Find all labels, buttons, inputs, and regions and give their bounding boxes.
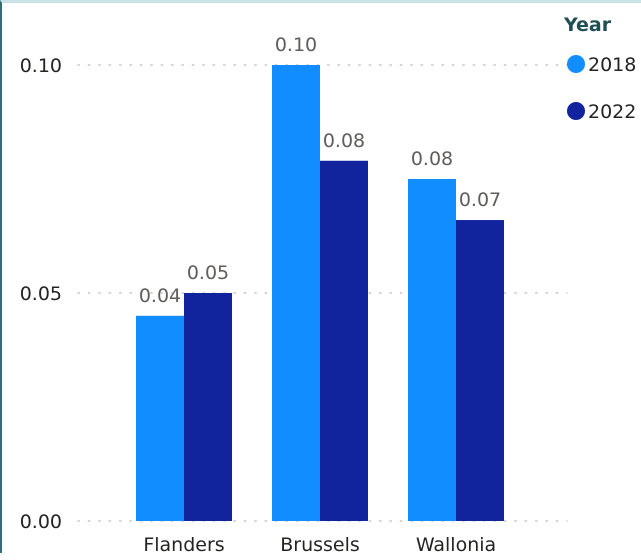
data-label: 0.08 xyxy=(323,130,365,152)
data-labels: 0.04 0.05 0.10 0.08 0.08 0.07 xyxy=(139,34,501,307)
data-label: 0.07 xyxy=(459,189,501,211)
bar-2022-brussels[interactable] xyxy=(320,160,368,521)
x-tick-label: Brussels xyxy=(280,534,360,556)
x-axis-ticks: Flanders Brussels Wallonia xyxy=(143,534,496,556)
data-label: 0.05 xyxy=(187,262,229,284)
bar-2018-brussels[interactable] xyxy=(272,65,320,521)
data-label: 0.08 xyxy=(411,148,453,170)
bar-chart: 0.00 0.05 0.10 0.04 0.05 0.10 0.08 0.08 0.07 Fl… xyxy=(20,14,637,556)
bar-2022-flanders[interactable] xyxy=(184,293,232,521)
legend-marker-icon[interactable] xyxy=(567,55,585,73)
legend-marker-icon[interactable] xyxy=(567,102,585,120)
bar-2018-wallonia[interactable] xyxy=(408,179,456,521)
legend-item-label[interactable]: 2022 xyxy=(588,101,636,123)
bar-2018-flanders[interactable] xyxy=(136,315,184,521)
data-label: 0.10 xyxy=(275,34,317,56)
y-tick-label: 0.00 xyxy=(20,511,62,533)
x-tick-label: Wallonia xyxy=(416,534,496,556)
data-label: 0.04 xyxy=(139,285,181,307)
y-axis-ticks: 0.00 0.05 0.10 xyxy=(20,55,62,533)
bars xyxy=(136,65,504,522)
y-tick-label: 0.10 xyxy=(20,55,62,77)
legend-title: Year xyxy=(563,14,612,36)
legend-item-label[interactable]: 2018 xyxy=(588,54,636,76)
legend: Year 2018 2022 xyxy=(563,14,636,123)
bar-2022-wallonia[interactable] xyxy=(456,220,504,522)
y-tick-label: 0.05 xyxy=(20,283,62,305)
x-tick-label: Flanders xyxy=(143,534,224,556)
